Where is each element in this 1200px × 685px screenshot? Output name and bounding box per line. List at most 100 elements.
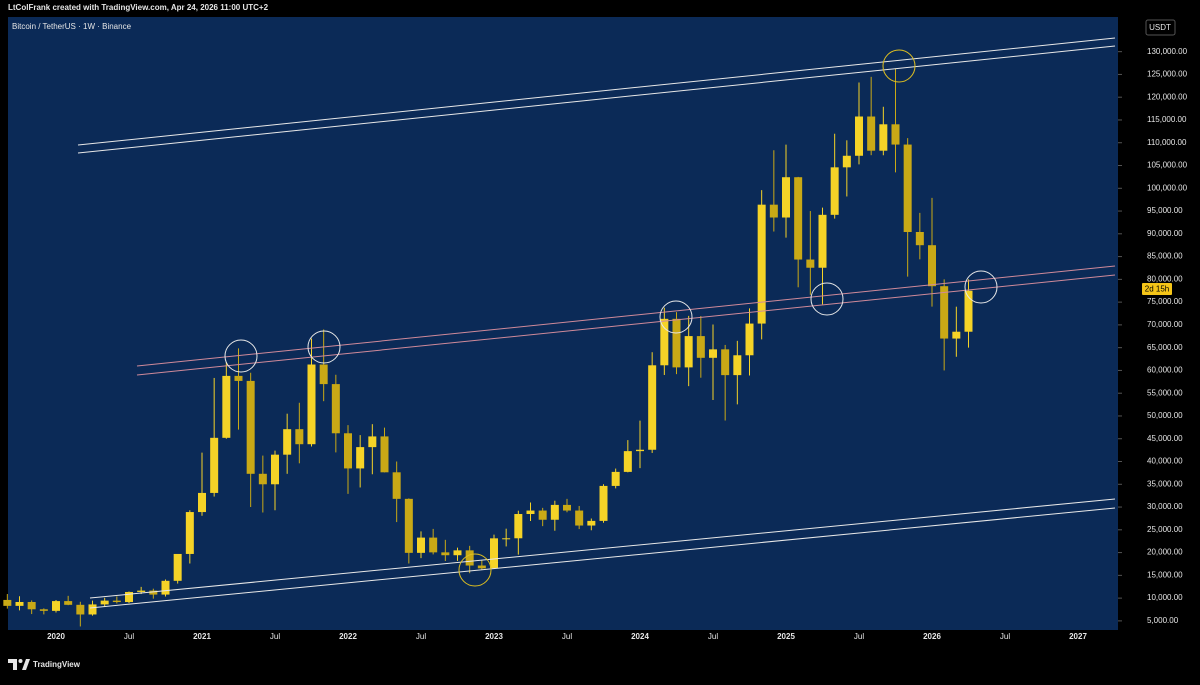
candle-body: [198, 492, 206, 513]
candle-body: [161, 580, 170, 595]
x-tick-label: Jul: [1000, 632, 1010, 641]
candle-body: [39, 609, 48, 611]
currency: USDT: [1149, 23, 1171, 32]
y-tick-label: 50,000.00: [1147, 411, 1183, 420]
candle-body: [782, 177, 790, 218]
candle-body: [952, 331, 961, 339]
y-tick-label: 20,000.00: [1147, 548, 1183, 557]
candle-body: [891, 124, 900, 145]
candle-body: [465, 550, 474, 566]
y-tick-label: 110,000.00: [1147, 138, 1187, 147]
x-tick-label: 2022: [339, 632, 357, 641]
y-tick-label: 10,000.00: [1147, 593, 1183, 602]
logo-mark: [22, 659, 30, 670]
y-tick-label: 75,000.00: [1147, 297, 1183, 306]
candle-body: [344, 433, 352, 469]
candle-body: [587, 520, 596, 526]
candle-body: [258, 473, 267, 485]
candle-body: [222, 375, 231, 438]
y-tick-label: 5,000.00: [1147, 616, 1179, 625]
candle-body: [830, 167, 839, 215]
y-tick-label: 95,000.00: [1147, 206, 1183, 215]
candle-body: [453, 550, 462, 556]
candle-body: [563, 504, 571, 511]
highlight-circle: [307, 330, 341, 364]
candle-body: [903, 144, 912, 232]
channel-line: [136, 274, 1116, 376]
y-tick-label: 70,000.00: [1147, 320, 1183, 329]
y-tick-label: 55,000.00: [1147, 388, 1183, 397]
y-tick-label: 130,000.00: [1147, 47, 1188, 56]
candle-body: [64, 601, 73, 605]
candle-body: [855, 116, 863, 156]
symbol: Bitcoin / TetherUS · 1W · Binance: [12, 22, 132, 31]
y-tick-label: 15,000.00: [1147, 570, 1183, 579]
candle-body: [769, 204, 778, 218]
candle-body: [392, 472, 401, 499]
x-tick-label: 2023: [485, 632, 503, 641]
candle-body: [15, 601, 24, 606]
candle-body: [125, 591, 133, 603]
candle-body: [733, 355, 742, 376]
candle-body: [307, 364, 316, 445]
y-tick-label: 125,000.00: [1147, 70, 1188, 79]
channel-line: [136, 265, 1116, 367]
candle-body: [404, 498, 413, 553]
logo-mark: [8, 659, 17, 670]
candle-body: [185, 512, 194, 554]
currency-box: [1145, 19, 1176, 36]
x-tick-label: 2026: [923, 632, 941, 641]
y-tick-label: 120,000.00: [1147, 92, 1188, 101]
candle-body: [271, 454, 279, 485]
candle-body: [477, 565, 486, 569]
y-tick-label: 80,000.00: [1147, 274, 1183, 283]
candle-body: [88, 604, 97, 615]
candle-body: [526, 510, 535, 515]
candle-body: [636, 449, 644, 452]
candle-body: [623, 451, 632, 472]
y-tick-label: 40,000.00: [1147, 457, 1183, 466]
credit: LtColFrank created with TradingView.com,…: [8, 3, 269, 12]
channel-line: [89, 507, 1116, 609]
highlight-circle: [810, 282, 844, 316]
candle-body: [52, 601, 60, 611]
candle-body: [100, 600, 109, 605]
x-tick-label: 2025: [777, 632, 795, 641]
candle-body: [112, 600, 121, 603]
highlight-circle: [882, 49, 916, 83]
candle-body: [745, 323, 754, 356]
candle-body: [76, 604, 85, 615]
x-tick-label: 2027: [1069, 632, 1087, 641]
candle-body: [757, 204, 766, 324]
drawings: [77, 37, 1116, 609]
candle-body: [660, 318, 669, 366]
candle-body: [27, 601, 36, 610]
y-tick-label: 65,000.00: [1147, 343, 1183, 352]
candle-body: [514, 514, 523, 539]
logo-mark: [18, 659, 23, 663]
countdown-tag: [1142, 283, 1172, 295]
channel-line: [77, 45, 1116, 154]
x-tick-label: Jul: [124, 632, 134, 641]
x-tick-label: 2024: [631, 632, 649, 641]
countdown: 2d 15h: [1145, 285, 1169, 294]
x-tick-label: Jul: [416, 632, 426, 641]
candle-body: [915, 231, 924, 246]
y-tick-label: 45,000.00: [1147, 434, 1183, 443]
plot-area: [8, 17, 1118, 630]
candle-body: [928, 245, 936, 287]
candle-body: [149, 590, 158, 595]
channel-line: [77, 37, 1116, 146]
candle-body: [246, 380, 255, 474]
candle-body: [940, 286, 949, 339]
candle-body: [380, 436, 389, 473]
candle-body: [964, 290, 973, 332]
x-tick-label: Jul: [854, 632, 864, 641]
candle-body: [417, 537, 425, 553]
highlight-circle: [964, 270, 998, 304]
candle-body: [331, 384, 340, 434]
highlight-circle: [659, 300, 693, 334]
brand: TradingView: [33, 660, 81, 669]
candle-body: [368, 436, 377, 448]
